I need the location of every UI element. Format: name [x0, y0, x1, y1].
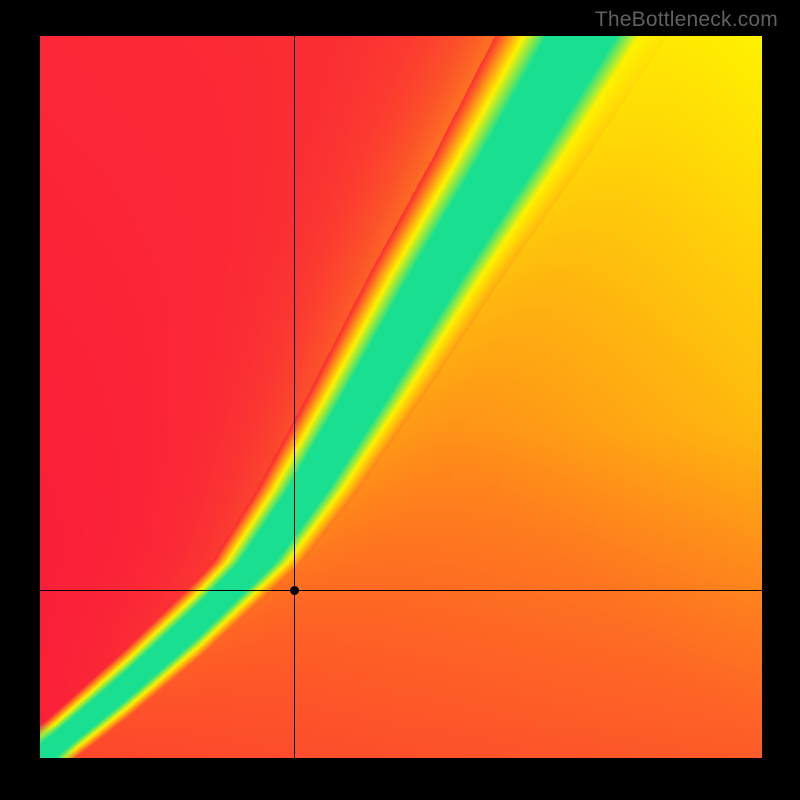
- bottleneck-heatmap: [40, 36, 762, 758]
- crosshair-vertical: [294, 36, 295, 758]
- crosshair-horizontal: [40, 590, 762, 591]
- watermark-text: TheBottleneck.com: [595, 8, 778, 32]
- heatmap-canvas: [40, 36, 762, 758]
- crosshair-point: [290, 586, 299, 595]
